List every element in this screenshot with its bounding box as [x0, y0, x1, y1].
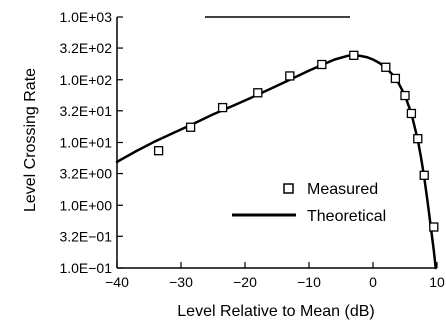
legend: Measured Theoretical — [232, 181, 386, 225]
measured-point — [153, 146, 164, 156]
y-tick-label: 1.0E+03 — [59, 9, 112, 25]
measured-point — [185, 122, 196, 132]
y-tick-label: 1.0E+01 — [59, 135, 112, 151]
axes — [116, 16, 437, 269]
measured-point — [285, 71, 295, 81]
x-tick-label: −10 — [297, 274, 321, 290]
measured-point — [349, 50, 359, 60]
legend-measured-label: Measured — [307, 181, 378, 198]
y-tick-label: 1.0E+00 — [59, 197, 112, 213]
y-tick-label: 1.0E+02 — [59, 72, 112, 88]
y-tick-label: 3.2E+02 — [59, 40, 112, 56]
measured-point — [253, 88, 263, 98]
theoretical-series — [115, 54, 437, 270]
y-tick-label: 3.2E+00 — [59, 166, 112, 182]
y-tick-label: 3.2E−01 — [59, 228, 112, 244]
measured-point — [429, 222, 439, 232]
measured-point — [406, 108, 417, 119]
measured-series — [153, 50, 439, 232]
measured-point — [419, 170, 429, 180]
measured-point — [317, 59, 327, 70]
x-tick-label: −30 — [169, 274, 193, 290]
x-tick-label: −20 — [233, 274, 257, 290]
measured-point — [390, 73, 401, 84]
x-tick-label: −40 — [105, 274, 129, 290]
legend-theoretical-label: Theoretical — [307, 208, 386, 225]
measured-point — [400, 90, 410, 101]
y-axis-title: Level Crossing Rate — [22, 68, 39, 212]
x-tick-label: 10 — [429, 274, 445, 290]
legend-measured-marker — [283, 183, 294, 194]
measured-point — [217, 102, 228, 113]
y-tick-label: 1.0E−01 — [59, 260, 112, 276]
ticks: −40 −30 −20 −10 0 10 1.0E+03 3.2E+02 1.0E+02 3.2E… — [59, 9, 445, 290]
x-tick-label: 0 — [369, 274, 377, 290]
x-axis-title: Level Relative to Mean (dB) — [177, 303, 374, 320]
y-tick-label: 3.2E+01 — [59, 103, 112, 119]
theoretical-curve — [115, 54, 437, 270]
measured-point — [381, 62, 391, 72]
measured-point — [413, 134, 423, 144]
